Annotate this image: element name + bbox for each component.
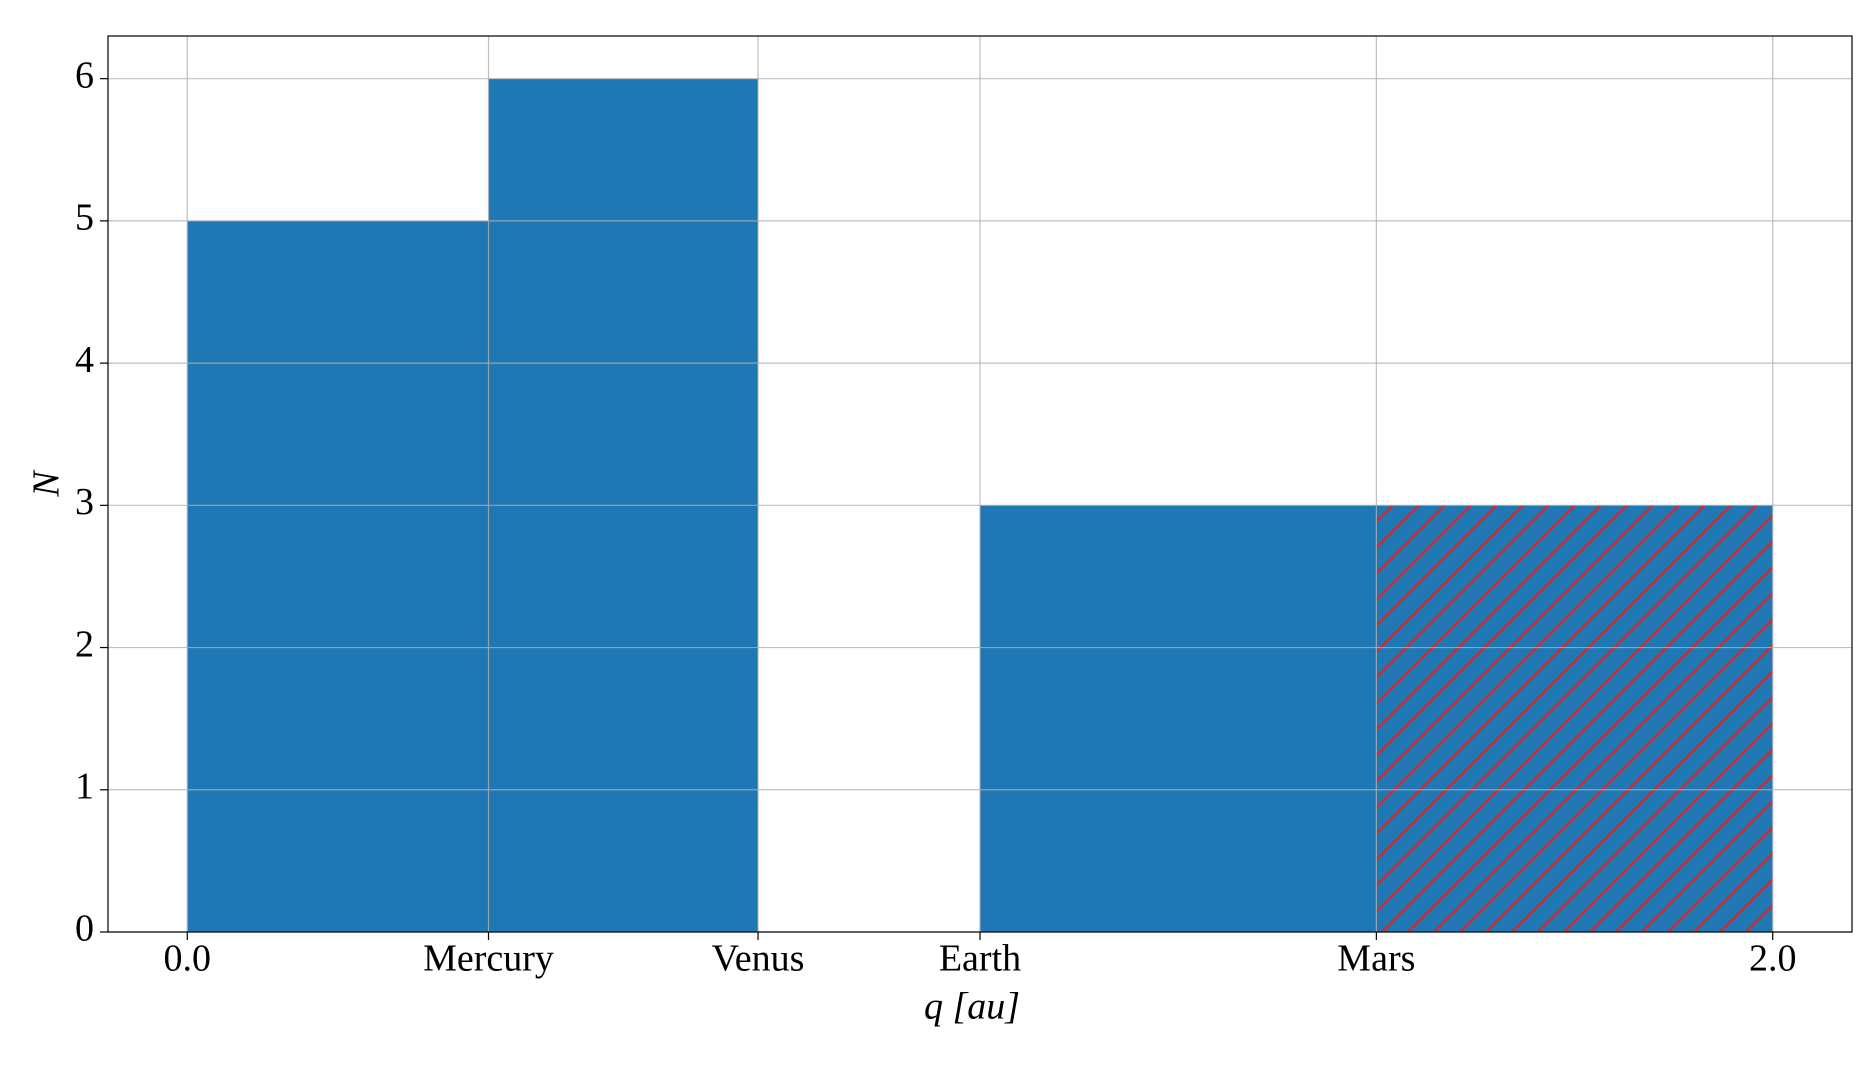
y-tick-label: 0 [75,908,94,950]
bar [980,505,1377,932]
x-tick-label: Mercury [423,938,554,980]
x-axis-label: q [au] [924,986,1020,1028]
y-tick-label: 1 [75,765,94,807]
x-tick-label: 0.0 [164,938,212,980]
y-tick-label: 4 [75,339,94,381]
plot-frame [107,35,1853,933]
y-tick-label: 6 [75,54,94,96]
x-tick-label: Venus [712,938,805,980]
bar [187,220,489,932]
x-tick-label: Earth [939,938,1021,980]
y-tick-label: 2 [75,623,94,665]
x-tick-label: Mars [1337,938,1415,980]
y-axis-label: N [26,469,68,498]
y-tick-label: 3 [75,481,94,523]
y-tick-label: 5 [75,197,94,239]
bar-hatch [1376,505,1773,932]
x-tick-label: 2.0 [1749,938,1797,980]
